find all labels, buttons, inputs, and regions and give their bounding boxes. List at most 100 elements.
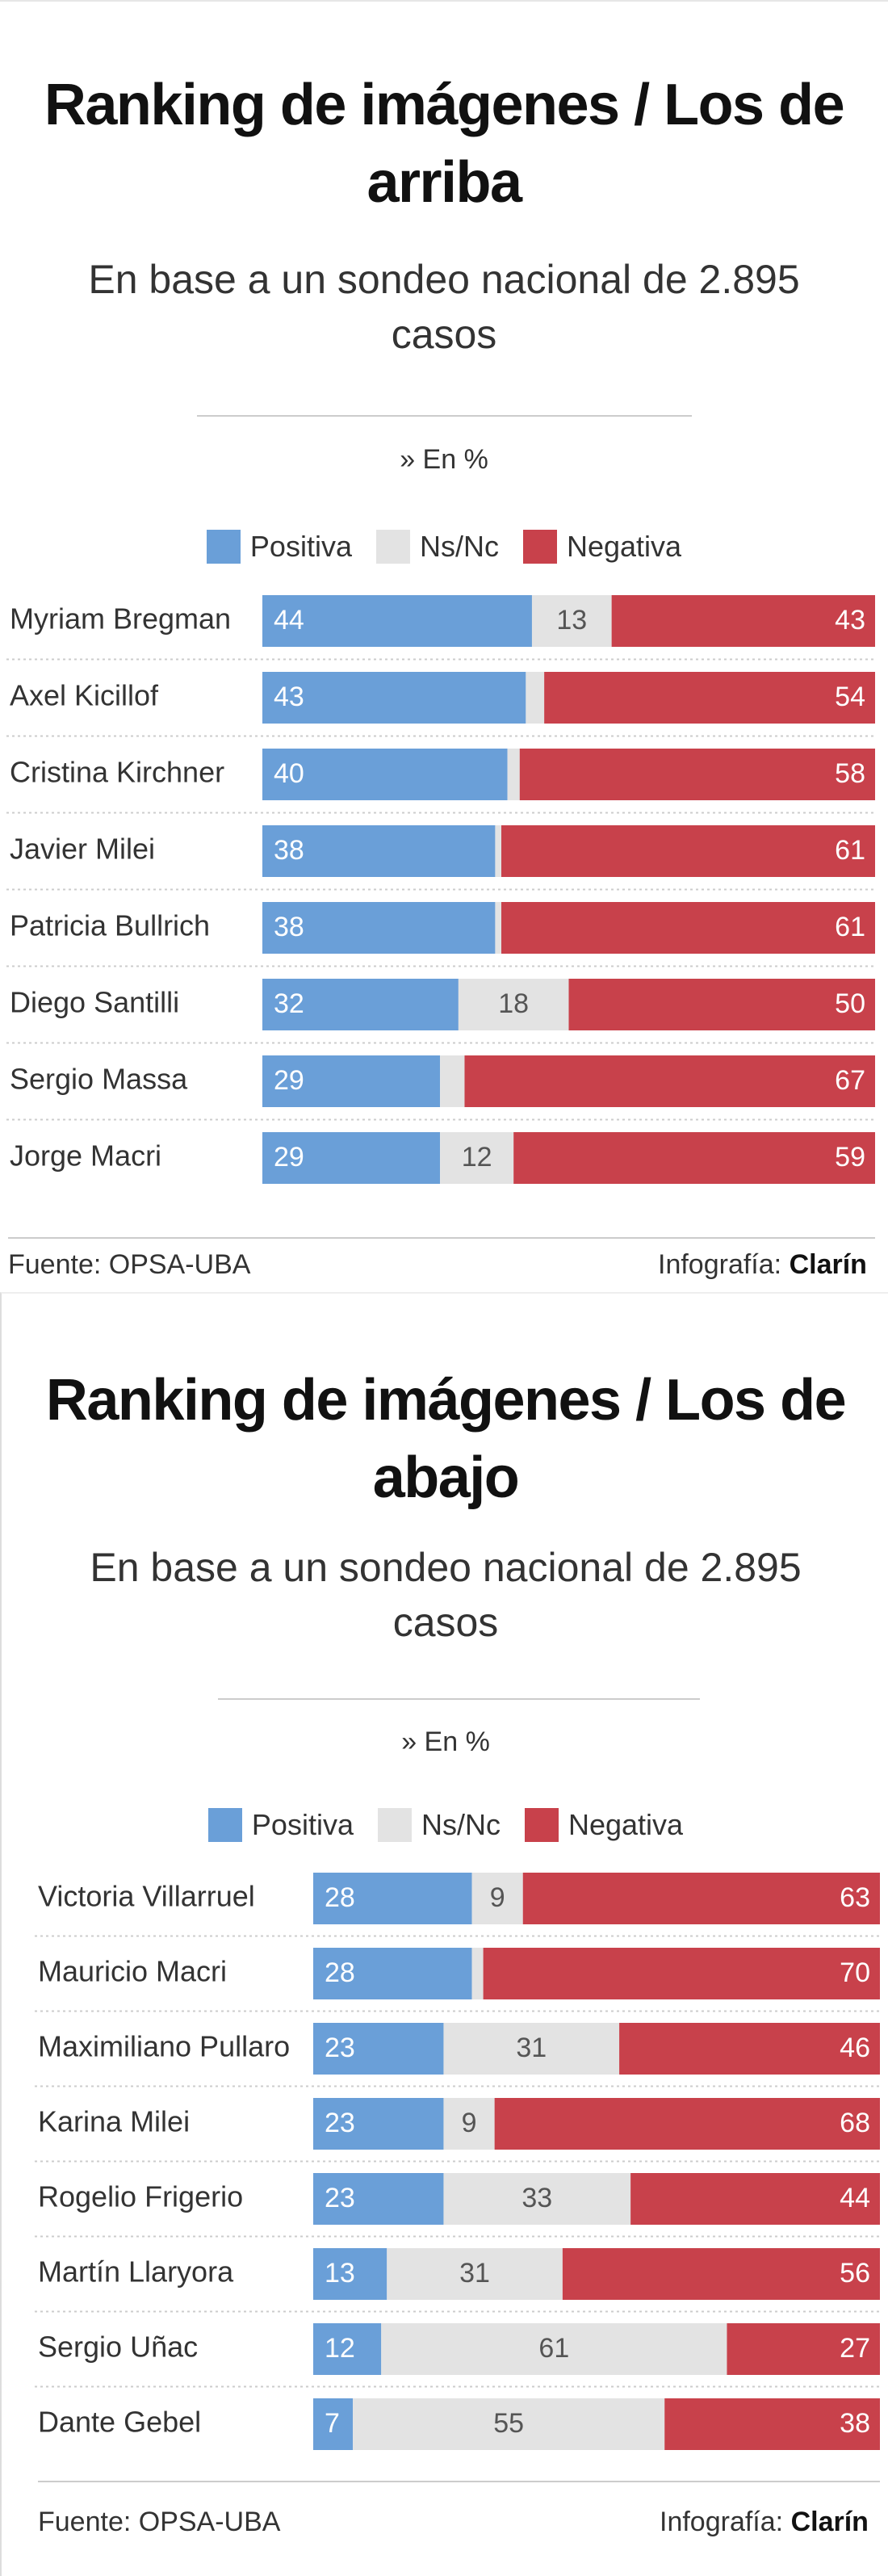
category-label: Dante Gebel: [38, 2406, 201, 2439]
value-label: 28: [325, 1882, 355, 1913]
bar-segment: [381, 2323, 727, 2375]
bar-segment: [568, 979, 875, 1030]
bar-segment: [507, 749, 520, 800]
category-label: Martín Llaryora: [38, 2255, 234, 2289]
bar-segment: [727, 2323, 880, 2375]
value-label: 44: [274, 605, 304, 636]
category-label: Sergio Uñac: [38, 2331, 198, 2364]
category-label: Jorge Macri: [10, 1139, 161, 1173]
legend-swatch: [207, 1808, 242, 1842]
bar-segment: [313, 2023, 444, 2075]
legend-label: Negativa: [568, 1808, 684, 1841]
bar-segment: [440, 1055, 465, 1107]
value-label: 29: [274, 1142, 304, 1173]
value-label: 23: [325, 2033, 355, 2063]
value-label: 23: [325, 2183, 355, 2213]
bar-segment: [443, 2173, 631, 2225]
value-label: 38: [840, 2408, 870, 2439]
value-label: 33: [521, 2183, 552, 2213]
chart-panel: Ranking de imágenes / Los de abajo En bas…: [0, 1292, 888, 2576]
category-label: Mauricio Macri: [38, 1955, 227, 1988]
value-label: 43: [835, 605, 865, 636]
value-label: 61: [538, 2333, 569, 2364]
bar-segment: [458, 979, 569, 1030]
value-label: 23: [325, 2108, 355, 2138]
bar-segment: [313, 2098, 444, 2150]
legend-swatch: [377, 1808, 412, 1842]
bar-segment: [262, 902, 496, 954]
bar-segment: [471, 1873, 523, 1924]
bar-segment: [494, 2098, 880, 2150]
value-label: 18: [498, 988, 529, 1019]
value-label: 13: [325, 2258, 355, 2289]
divider: [218, 1698, 700, 1700]
footer-rule: [38, 2481, 880, 2482]
bar-segment: [313, 1948, 472, 1999]
bar-segment: [513, 1132, 875, 1184]
legend-swatch: [206, 530, 241, 564]
bar-segment: [262, 749, 508, 800]
chart-title: Ranking de imágenes / Los de abajo: [45, 1368, 847, 1510]
unit-label: » En %: [400, 444, 488, 475]
value-label: 31: [459, 2258, 490, 2289]
category-label: Myriam Bregman: [10, 602, 231, 636]
chart-title: Ranking de imágenes / Los de arriba: [44, 73, 845, 215]
divider: [197, 415, 692, 417]
bar-segment: [483, 1948, 880, 1999]
legend-item: Negativa: [524, 1808, 684, 1842]
bar-segment: [313, 1873, 472, 1924]
value-label: 12: [325, 2333, 355, 2364]
bar-segment: [313, 2173, 444, 2225]
category-label: Victoria Villarruel: [38, 1880, 255, 1913]
value-label: 50: [835, 988, 865, 1019]
unit-label: » En %: [401, 1726, 490, 1757]
category-label: Karina Milei: [38, 2105, 190, 2138]
legend-swatch: [524, 1808, 559, 1842]
bar-segment: [471, 1948, 484, 1999]
value-label: 12: [462, 1142, 492, 1173]
value-label: 7: [325, 2408, 340, 2439]
value-label: 28: [325, 1957, 355, 1988]
bar-segment: [387, 2248, 563, 2300]
chart-panel: Ranking de imágenes / Los de arriba En ba…: [0, 0, 888, 1281]
source: Fuente: OPSA-UBA: [38, 2507, 281, 2537]
bar-segment: [313, 2323, 382, 2375]
category-label: Rogelio Frigerio: [38, 2180, 243, 2213]
bar-segment: [443, 2098, 495, 2150]
legend-label: Ns/Nc: [419, 530, 499, 563]
legend-item: Ns/Nc: [375, 530, 499, 564]
value-label: 44: [840, 2183, 870, 2213]
value-label: 27: [840, 2333, 870, 2364]
value-label: 29: [274, 1065, 304, 1096]
credit-brand: Clarín: [789, 1249, 867, 1280]
credit: Infografía: Clarín: [658, 1249, 867, 1281]
bar-segment: [664, 2398, 880, 2450]
bar-segment: [262, 1055, 441, 1107]
footer-rule: [8, 1237, 875, 1239]
value-label: 70: [840, 1957, 870, 1988]
bar-segment: [630, 2173, 880, 2225]
value-label: 61: [835, 912, 865, 942]
bar-segment: [464, 1055, 875, 1107]
bar-segment: [262, 672, 526, 724]
value-label: 9: [462, 2108, 477, 2138]
bar-segment: [544, 672, 875, 724]
value-label: 61: [835, 835, 865, 866]
value-label: 67: [835, 1065, 865, 1096]
bar-segment: [313, 2398, 354, 2450]
bar-chart: Victoria Villarruel 28 9 63 Mauricio Macri 28…: [35, 1873, 880, 2450]
category-label: Javier Milei: [10, 833, 155, 866]
value-label: 59: [835, 1142, 865, 1173]
bar-segment: [519, 749, 875, 800]
value-label: 46: [840, 2033, 870, 2063]
bar-segment: [440, 1132, 514, 1184]
value-label: 68: [840, 2108, 870, 2138]
legend: Positiva Ns/Nc Negativa: [2, 1808, 888, 1842]
category-label: Sergio Massa: [10, 1063, 188, 1096]
value-label: 55: [493, 2408, 524, 2439]
bar-segment: [526, 672, 545, 724]
bar-segment: [495, 825, 502, 877]
chart-subtitle: En base a un sondeo nacional de 2.895 ca…: [90, 1545, 802, 1645]
category-label: Maximiliano Pullaro: [38, 2030, 290, 2063]
